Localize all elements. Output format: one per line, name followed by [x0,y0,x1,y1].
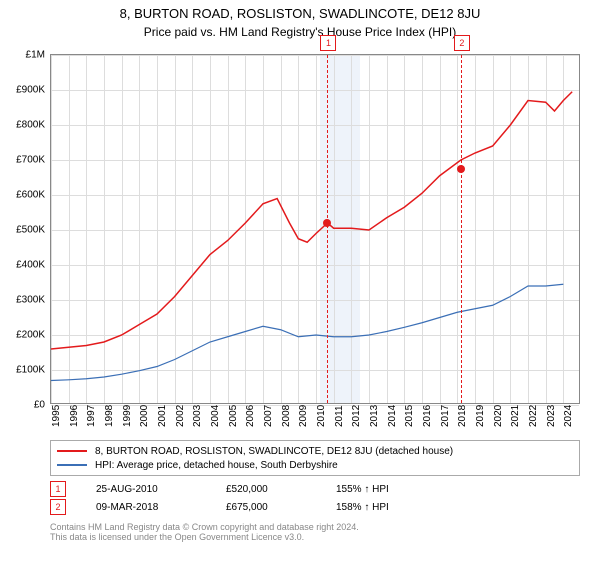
y-tick-label: £200K [5,330,45,341]
marker-row-hpi: 155% ↑ HPI [336,484,389,495]
legend-swatch [57,450,87,452]
marker-row-hpi: 158% ↑ HPI [336,502,389,513]
x-tick-label: 2011 [334,405,345,427]
x-tick-label: 2022 [528,405,539,427]
marker-dot [323,219,331,227]
marker-box: 2 [454,35,470,51]
x-tick-label: 1997 [86,405,97,427]
marker-row-box: 2 [50,499,66,515]
x-tick-label: 2004 [210,405,221,427]
legend-item: 8, BURTON ROAD, ROSLISTON, SWADLINCOTE, … [57,444,573,458]
x-tick-label: 2017 [440,405,451,427]
x-tick-label: 1999 [122,405,133,427]
y-tick-label: £800K [5,120,45,131]
y-tick-label: £900K [5,85,45,96]
marker-box: 1 [320,35,336,51]
x-tick-label: 2020 [493,405,504,427]
legend: 8, BURTON ROAD, ROSLISTON, SWADLINCOTE, … [50,440,580,476]
y-tick-label: £500K [5,225,45,236]
marker-row: 2 09-MAR-2018 £675,000 158% ↑ HPI [50,498,580,516]
legend-swatch [57,464,87,466]
page-subtitle: Price paid vs. HM Land Registry's House … [0,25,600,39]
x-tick-label: 2018 [457,405,468,427]
x-tick-label: 1995 [51,405,62,427]
x-tick-label: 2008 [281,405,292,427]
x-tick-label: 2010 [316,405,327,427]
y-tick-label: £0 [5,400,45,411]
x-tick-label: 2001 [157,405,168,427]
x-tick-label: 2000 [139,405,150,427]
x-tick-label: 2013 [369,405,380,427]
marker-vline [327,55,328,403]
x-tick-label: 2014 [387,405,398,427]
plot-area: £0£100K£200K£300K£400K£500K£600K£700K£80… [50,54,580,404]
marker-row-date: 09-MAR-2018 [96,502,196,513]
line-layer [51,55,581,405]
marker-row: 1 25-AUG-2010 £520,000 155% ↑ HPI [50,480,580,498]
x-tick-label: 2002 [175,405,186,427]
x-tick-label: 2006 [245,405,256,427]
x-tick-label: 2024 [563,405,574,427]
series-line-1 [51,284,563,380]
marker-row-price: £520,000 [226,484,306,495]
y-tick-label: £1M [5,50,45,61]
x-tick-label: 2015 [404,405,415,427]
legend-label: HPI: Average price, detached house, Sout… [95,460,338,471]
markers-table: 1 25-AUG-2010 £520,000 155% ↑ HPI 2 09-MAR-20… [50,480,580,516]
legend-label: 8, BURTON ROAD, ROSLISTON, SWADLINCOTE, … [95,446,453,457]
marker-dot [457,165,465,173]
y-tick-label: £300K [5,295,45,306]
x-tick-label: 2021 [510,405,521,427]
x-tick-label: 2007 [263,405,274,427]
x-tick-label: 1998 [104,405,115,427]
x-tick-label: 2023 [546,405,557,427]
x-tick-label: 2012 [351,405,362,427]
x-tick-label: 2019 [475,405,486,427]
footer-line-1: Contains HM Land Registry data © Crown c… [50,522,580,532]
x-tick-label: 2009 [298,405,309,427]
marker-row-box: 1 [50,481,66,497]
series-line-0 [51,92,572,349]
y-tick-label: £700K [5,155,45,166]
x-tick-label: 2003 [192,405,203,427]
y-tick-label: £100K [5,365,45,376]
page-title: 8, BURTON ROAD, ROSLISTON, SWADLINCOTE, … [0,6,600,21]
x-tick-label: 2005 [228,405,239,427]
marker-row-date: 25-AUG-2010 [96,484,196,495]
chart: £0£100K£200K£300K£400K£500K£600K£700K£80… [50,54,580,404]
legend-item: HPI: Average price, detached house, Sout… [57,458,573,472]
x-tick-label: 1996 [69,405,80,427]
marker-vline [461,55,462,403]
y-tick-label: £400K [5,260,45,271]
footer: Contains HM Land Registry data © Crown c… [50,522,580,542]
footer-line-2: This data is licensed under the Open Gov… [50,532,580,542]
x-tick-label: 2016 [422,405,433,427]
y-tick-label: £600K [5,190,45,201]
marker-row-price: £675,000 [226,502,306,513]
